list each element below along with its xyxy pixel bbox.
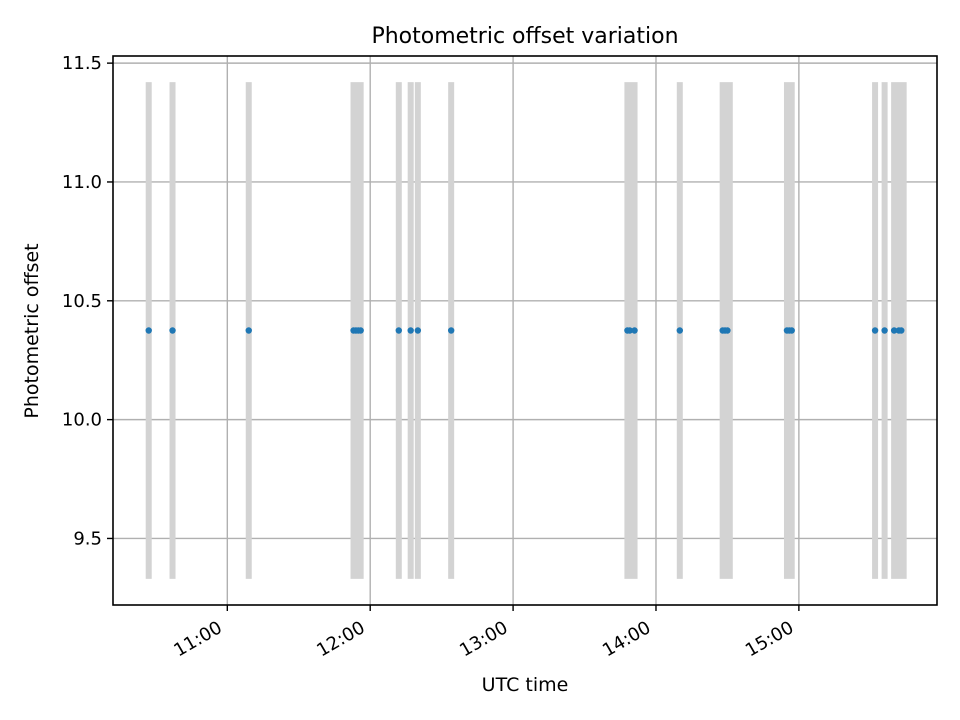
data-point — [447, 327, 455, 334]
data-point — [245, 327, 252, 334]
data-point — [631, 327, 638, 334]
y-tick-label: 11.0 — [62, 172, 102, 193]
y-tick-label: 9.5 — [73, 528, 102, 549]
data-point — [890, 327, 898, 334]
data-point — [626, 327, 633, 334]
axes-frame — [112, 55, 938, 606]
data-point — [407, 327, 414, 334]
data-point — [788, 327, 795, 334]
data-point-layer — [145, 327, 905, 334]
data-point — [145, 327, 152, 334]
y-tick-label: 11.5 — [62, 53, 102, 74]
x-axis-label: UTC time — [482, 674, 569, 696]
data-point — [724, 327, 731, 334]
data-point — [395, 327, 402, 334]
y-tick-label: 10.5 — [62, 291, 102, 312]
data-point — [676, 327, 683, 334]
data-point — [169, 327, 176, 334]
data-point — [871, 327, 879, 334]
data-point — [414, 327, 422, 334]
data-point — [898, 327, 905, 334]
data-point — [881, 327, 888, 334]
data-point — [357, 327, 364, 334]
y-tick-label: 10.0 — [62, 410, 102, 431]
y-axis-label: Photometric offset — [21, 243, 43, 418]
chart-title: Photometric offset variation — [371, 24, 678, 49]
